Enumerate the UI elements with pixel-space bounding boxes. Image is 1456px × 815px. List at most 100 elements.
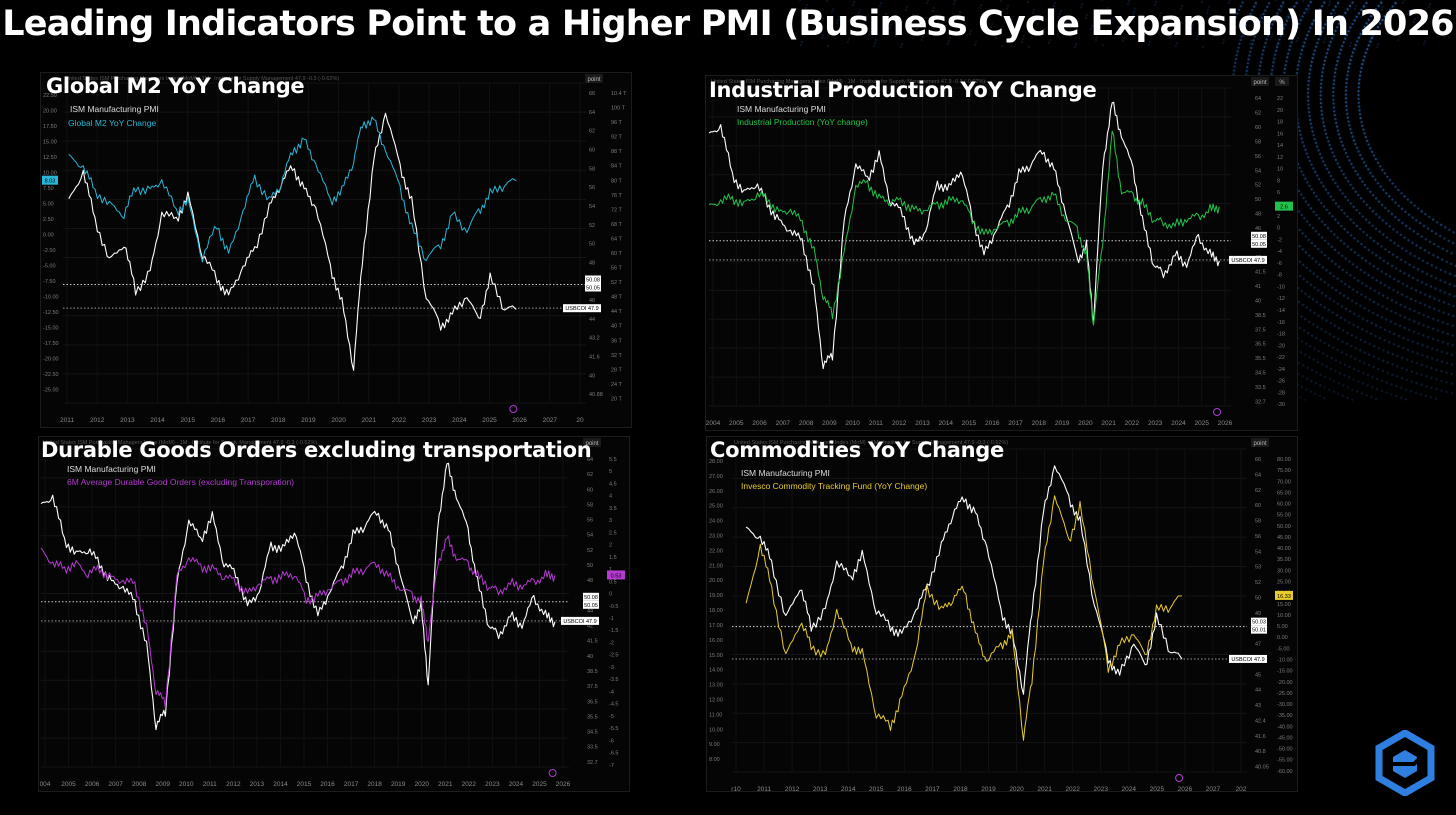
level-label: 50.05 <box>586 285 600 291</box>
right-tick-label: 24 T <box>611 382 623 388</box>
left-tick-label: -7.50 <box>43 279 56 285</box>
right-tick-label: 58 <box>589 166 595 172</box>
x-tick-label: 2018 <box>953 786 968 791</box>
right-tick-label: 64 <box>589 110 595 116</box>
x-tick-label: 2012 <box>785 786 800 791</box>
right-tick-label: 56 T <box>611 266 623 272</box>
panel-durable-goods[interactable]: 004 2005 2006 2007 2008 2009 2010 2011 2012 2013 2… <box>38 436 630 792</box>
x-tick-label: 2020 <box>1009 786 1024 791</box>
right-tick-label: 55.00 <box>1277 513 1291 519</box>
x-tick-label: 2006 <box>752 420 767 427</box>
series-line-indicator <box>40 535 556 709</box>
right-tick-label: 8 <box>1277 178 1280 184</box>
right-tick-label: -3 <box>609 665 614 671</box>
x-tick-label: 2024 <box>1122 786 1137 791</box>
left-tick-label: -25.00 <box>43 388 59 394</box>
right-tick-label: 22 <box>1277 96 1283 102</box>
x-tick-label: 2027 <box>543 417 558 424</box>
series-line-pmi <box>745 465 1183 695</box>
x-tick-label: 2017 <box>241 417 256 424</box>
series-value-tag-bg <box>42 175 58 185</box>
right-tick-label: 58 <box>587 502 593 508</box>
x-tick-label: 2011 <box>203 781 217 788</box>
chart-header: United States ISM Purchasing Managers In… <box>65 76 339 82</box>
left-tick-label: 19.00 <box>709 593 723 599</box>
right-tick-label: 38.5 <box>587 669 598 675</box>
x-tick-label: 2010 <box>845 420 860 427</box>
series-line-pmi <box>68 112 517 371</box>
right-tick-label: 5.00 <box>1277 624 1288 630</box>
left-tick-label: 22.00 <box>709 548 723 554</box>
left-tick-label: 17.00 <box>709 623 723 629</box>
right-tick-label: 5 <box>609 469 612 475</box>
right-tick-label: -30.00 <box>1277 702 1293 708</box>
right-tick-label: 41.5 <box>1255 269 1266 275</box>
x-tick-label: 2012 <box>90 417 105 424</box>
x-tick-label: 2022 <box>462 781 477 788</box>
panel-industrial-production[interactable]: 2004 2005 2006 2007 2008 2009 2010 2011 2012 2013… <box>705 75 1298 431</box>
left-tick-label: 25.00 <box>709 504 723 510</box>
right-tick-label: -15.00 <box>1277 669 1293 675</box>
right-tick-label: 40.8 <box>1255 749 1266 755</box>
right-tick-label: 42.4 <box>1255 718 1266 724</box>
x-tick-label: 2020 <box>414 781 429 788</box>
right-tick-label: -6.5 <box>609 751 618 757</box>
right-tick-label: 47 <box>1255 642 1261 648</box>
x-tick-label: 2027 <box>1206 786 1221 791</box>
right-tick-label: -1 <box>609 616 614 622</box>
right-tick-label: -25.00 <box>1277 691 1293 697</box>
x-tick-label: 2011 <box>60 417 74 424</box>
x-tick-label: 2009 <box>155 781 170 788</box>
panel-commodities[interactable]: r10 2011 2012 2013 2014 2015 2016 2017 2018 2019 2… <box>706 436 1298 792</box>
x-tick-label: 2016 <box>897 786 912 791</box>
right-tick-label: 32.7 <box>1255 400 1266 406</box>
right-tick-label: 80.00 <box>1277 457 1291 463</box>
right-tick-label: -60.00 <box>1277 769 1293 775</box>
right-tick-label: 54 <box>587 533 593 539</box>
x-tick-label: 2023 <box>1148 420 1163 427</box>
x-tick-label: 2024 <box>509 781 524 788</box>
x-tick-label: 2013 <box>250 781 265 788</box>
left-tick-label: 11.00 <box>709 712 722 718</box>
right-tick-label: 36 T <box>611 338 623 344</box>
x-tick-label: 2014 <box>150 417 165 424</box>
right-tick-label: 92 T <box>611 135 623 141</box>
right-tick-label: 96 T <box>611 120 623 126</box>
left-tick-label: 22.50 <box>43 93 57 99</box>
right-tick-label: 50 <box>587 563 593 569</box>
right-tick-label: 56 <box>587 518 593 524</box>
x-tick-label: 2014 <box>938 420 953 427</box>
level-label-bg <box>585 283 601 292</box>
left-tick-label: 2.50 <box>43 217 54 223</box>
right-tick-label: -10.00 <box>1277 657 1293 663</box>
right-tick-label: -50.00 <box>1277 747 1293 753</box>
right-tick-label: 41.6 <box>589 355 600 361</box>
level-label-bg <box>585 275 601 284</box>
level-label: 50.08 <box>584 595 598 601</box>
right-tick-label: 44 <box>1255 688 1261 694</box>
x-tick-label: 2021 <box>362 417 377 424</box>
right-tick-label: 60 <box>1255 503 1261 509</box>
x-tick-label: 2015 <box>962 420 977 427</box>
x-tick-label: r10 <box>731 786 741 791</box>
right-tick-label: 53 <box>1255 565 1261 571</box>
series-value-tag-bg <box>607 570 625 580</box>
right-tick-label: 50.00 <box>1277 524 1291 530</box>
x-tick-label: 2017 <box>1008 420 1023 427</box>
right-tick-label: 66 <box>1255 457 1261 463</box>
right-tick-label: -22 <box>1277 355 1285 361</box>
x-tick-label: 2015 <box>297 781 312 788</box>
right-tick-label: 68 T <box>611 222 623 228</box>
x-tick-label: 2015 <box>180 417 195 424</box>
panel-global-m2[interactable]: 2011 2012 2013 2014 2015 2016 2017 2018 2019 2020… <box>40 72 632 428</box>
right-tick-label: 54 <box>589 204 595 210</box>
right-tick-label: 62 <box>1255 110 1261 116</box>
chart-header: United States ISM Purchasing Managers In… <box>43 440 317 446</box>
right-tick-label: 58 <box>1255 519 1261 525</box>
x-tick-label: 2016 <box>211 417 226 424</box>
right-tick-label: 16 <box>1277 131 1283 137</box>
pmi-label: USBCOI 47.9 <box>1231 258 1264 264</box>
right-tick-label: 0 <box>1277 226 1280 232</box>
right-tick-label: 34.5 <box>1255 371 1266 377</box>
right-tick-label: 4 <box>609 494 612 500</box>
